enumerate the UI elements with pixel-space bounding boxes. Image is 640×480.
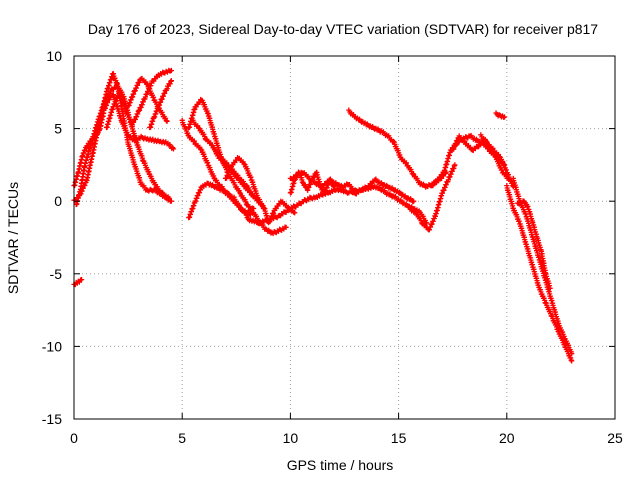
plot-frame — [73, 55, 616, 420]
series-v — [504, 183, 575, 364]
y-tick-label: -5 — [50, 266, 63, 282]
chart-title: Day 176 of 2023, Sidereal Day-to-day VTE… — [88, 21, 598, 37]
series-k — [222, 155, 298, 226]
series-f — [147, 78, 174, 131]
x-tick-label: 10 — [283, 430, 299, 446]
plus-markers-k — [222, 155, 298, 226]
series-u — [493, 110, 508, 120]
plus-markers-w — [510, 175, 575, 357]
x-tick-label: 20 — [499, 430, 515, 446]
x-tick-label: 25 — [607, 430, 623, 446]
axis-ticks — [73, 55, 616, 420]
plus-markers-t — [478, 132, 516, 190]
plus-markers-l — [186, 180, 257, 221]
x-tick-label: 5 — [178, 430, 186, 446]
y-tick-label: -15 — [42, 411, 62, 427]
y-tick-label: 5 — [54, 121, 62, 137]
plus-markers-o — [287, 169, 337, 197]
x-axis-title: GPS time / hours — [287, 457, 394, 473]
data-points — [71, 67, 575, 364]
x-tick-labels: 0 5 10 15 20 25 — [70, 430, 623, 446]
plus-markers-u — [493, 110, 508, 120]
plus-markers-f — [147, 78, 174, 131]
plus-markers-q — [406, 162, 458, 233]
series-j — [212, 146, 257, 200]
series-t — [478, 132, 516, 190]
series-w — [510, 175, 575, 357]
y-tick-labels: -15 -10 -5 0 5 10 — [42, 48, 62, 427]
x-tick-label: 0 — [70, 430, 78, 446]
plus-markers-v — [504, 183, 575, 364]
y-tick-label: 0 — [54, 193, 62, 209]
y-axis-title: SDTVAR / TECUs — [5, 182, 21, 294]
series-l — [186, 180, 257, 221]
series-q — [406, 162, 458, 233]
plus-markers-j — [212, 146, 257, 200]
series-o — [287, 169, 337, 197]
plus-markers-x — [515, 198, 553, 291]
series-x — [515, 198, 553, 291]
y-tick-label: -10 — [42, 338, 62, 354]
y-tick-label: 10 — [46, 48, 62, 64]
x-tick-label: 15 — [391, 430, 407, 446]
